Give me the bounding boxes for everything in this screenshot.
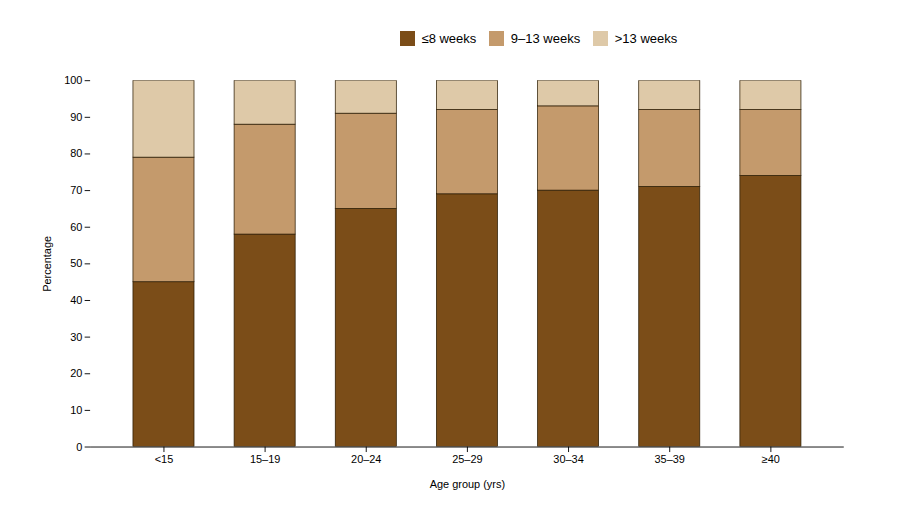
svg-text:100: 100 [64,74,82,86]
svg-text:35–39: 35–39 [655,452,685,464]
svg-text:Age group (yrs): Age group (yrs) [430,478,505,490]
svg-text:30: 30 [70,330,82,342]
html-text:≤8 weeks: ≤8 weeks [421,31,477,46]
svg-text:0: 0 [76,440,82,452]
svg-text:Percentage: Percentage [41,235,53,291]
svg-text:80: 80 [70,147,82,159]
html-text:9–13 weeks: 9–13 weeks [510,31,581,46]
html-text:>13 weeks: >13 weeks [614,31,678,46]
svg-text:40: 40 [70,293,82,305]
svg-text:90: 90 [70,110,82,122]
svg-text:<15: <15 [155,452,174,464]
svg-text:15–19: 15–19 [250,452,280,464]
svg-text:10: 10 [70,403,82,415]
svg-text:60: 60 [70,220,82,232]
svg-text:70: 70 [70,184,82,196]
svg-text:25–29: 25–29 [452,452,482,464]
svg-text:20: 20 [70,367,82,379]
svg-text:20–24: 20–24 [351,452,381,464]
svg-text:30–34: 30–34 [553,452,583,464]
svg-text:≥40: ≥40 [762,452,780,464]
svg-text:50: 50 [70,257,82,269]
